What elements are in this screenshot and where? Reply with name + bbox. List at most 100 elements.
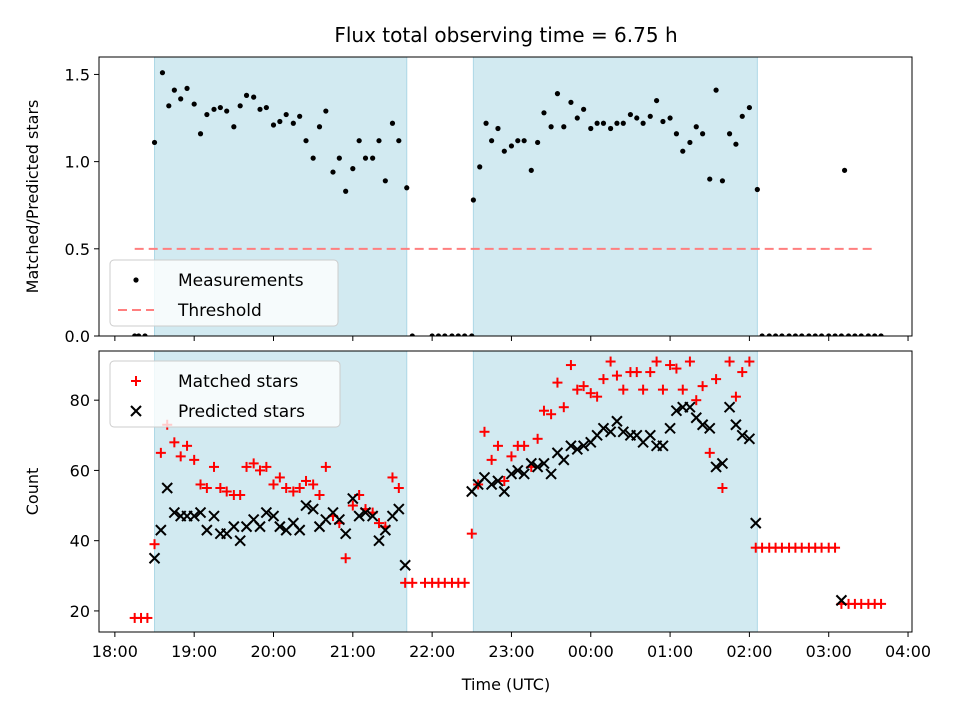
measurement-point-60 [535, 139, 541, 146]
predicted-star-point-44 [498, 485, 511, 498]
matched-star-point-60 [532, 433, 543, 444]
measurement-point-67 [581, 106, 587, 112]
x-tick-label-3: 21:00 [330, 642, 376, 661]
matched-star-point-2 [142, 612, 153, 623]
bottom-y-axis-label: Count [23, 468, 42, 516]
matched-star-point-80 [665, 360, 676, 371]
measurement-point-81 [673, 131, 680, 137]
measurement-point-62 [548, 124, 554, 130]
measurement-point-98 [786, 333, 792, 336]
matched-star-point-63 [552, 377, 563, 388]
measurement-point-91 [739, 113, 745, 119]
predicted-star-point-38 [399, 559, 411, 571]
measurement-point-41 [404, 185, 410, 191]
matched-star-point-75 [631, 367, 642, 378]
measurement-point-33 [350, 166, 356, 172]
predicted-star-point-77 [716, 457, 729, 470]
measurement-point-55 [501, 148, 507, 154]
matched-star-point-89 [724, 356, 735, 367]
measurement-point-15 [231, 124, 237, 130]
predicted-star-point-81 [743, 433, 756, 445]
x-tick-label-5: 23:00 [488, 642, 534, 661]
measurement-point-50 [470, 197, 476, 203]
measurement-point-110 [858, 333, 864, 336]
bottom-y-tick-label-2: 60 [70, 461, 90, 480]
measurement-point-90 [733, 141, 739, 147]
matched-star-point-73 [618, 384, 629, 395]
measurement-point-74 [627, 111, 634, 118]
matched-star-point-26 [301, 475, 312, 486]
measurement-point-63 [554, 91, 561, 97]
measurement-point-102 [812, 333, 818, 336]
predicted-star-point-3 [168, 506, 181, 519]
predicted-star-point-7 [194, 506, 207, 519]
matched-star-point-66 [572, 384, 583, 395]
x-tick-label-0: 18:00 [92, 642, 138, 661]
measurement-point-88 [719, 178, 726, 184]
predicted-star-point-55 [571, 443, 583, 456]
measurement-point-21 [270, 122, 277, 128]
bottom-y-tick-label-1: 40 [70, 532, 90, 551]
matched-star-point-85 [697, 381, 708, 392]
measurement-point-47 [455, 333, 461, 336]
measurement-point-40 [396, 138, 402, 144]
matched-star-point-50 [466, 528, 477, 539]
predicted-star-point-53 [558, 454, 570, 466]
x-tick-label-7: 01:00 [647, 642, 693, 661]
predicted-star-point-42 [485, 478, 498, 491]
predicted-star-point-74 [696, 419, 709, 431]
top-legend-label-1: Threshold [177, 301, 262, 321]
predicted-star-point-33 [366, 510, 379, 522]
predicted-star-point-59 [597, 422, 610, 434]
measurement-point-13 [217, 104, 223, 111]
predicted-star-point-13 [234, 534, 246, 547]
predicted-star-point-66 [644, 429, 656, 442]
measurement-point-22 [277, 118, 283, 125]
measurement-point-112 [872, 333, 878, 336]
top-y-tick-label-1: 0.5 [65, 240, 90, 259]
predicted-star-point-60 [604, 426, 617, 438]
matched-star-point-4 [155, 447, 166, 458]
predicted-star-point-29 [339, 527, 352, 540]
measurement-point-38 [382, 178, 388, 184]
measurement-point-86 [707, 176, 713, 182]
predicted-star-point-2 [161, 482, 173, 494]
predicted-star-point-1 [155, 524, 167, 536]
matched-star-point-16 [235, 490, 246, 501]
bottom-legend-label-0: Matched stars [178, 372, 298, 392]
measurement-point-35 [362, 155, 369, 161]
matched-star-point-81 [671, 363, 682, 374]
measurement-point-54 [495, 125, 501, 132]
predicted-star-point-82 [750, 517, 762, 529]
matched-star-point-52 [479, 426, 490, 437]
x-tick-label-10: 04:00 [885, 642, 931, 661]
predicted-star-point-51 [545, 468, 557, 480]
measurement-point-64 [561, 124, 567, 130]
measurement-point-66 [574, 115, 580, 121]
measurement-point-59 [528, 167, 534, 173]
measurement-point-46 [449, 333, 455, 336]
matched-star-point-65 [565, 360, 576, 371]
measurement-point-16 [237, 103, 243, 109]
matched-star-point-37 [373, 518, 384, 529]
matched-star-point-87 [711, 374, 722, 385]
measurement-point-31 [336, 155, 342, 161]
measurement-point-10 [197, 131, 204, 137]
measurement-point-68 [588, 125, 594, 132]
measurement-point-106 [838, 333, 845, 336]
matched-star-point-62 [546, 409, 557, 420]
x-tick-label-9: 03:00 [806, 642, 852, 661]
measurement-point-104 [826, 333, 832, 336]
measurement-point-99 [792, 333, 799, 336]
matched-star-point-11 [201, 482, 212, 493]
measurement-point-5 [166, 103, 172, 109]
predicted-star-point-34 [373, 534, 385, 547]
x-axis-label: Time (UTC) [461, 675, 550, 694]
measurement-point-39 [389, 120, 396, 126]
chart-title: Flux total observing time = 6.75 h [334, 23, 677, 47]
matched-star-point-53 [486, 454, 497, 465]
measurement-point-78 [653, 97, 660, 104]
matched-star-point-21 [268, 479, 279, 490]
measurement-point-29 [323, 108, 329, 114]
